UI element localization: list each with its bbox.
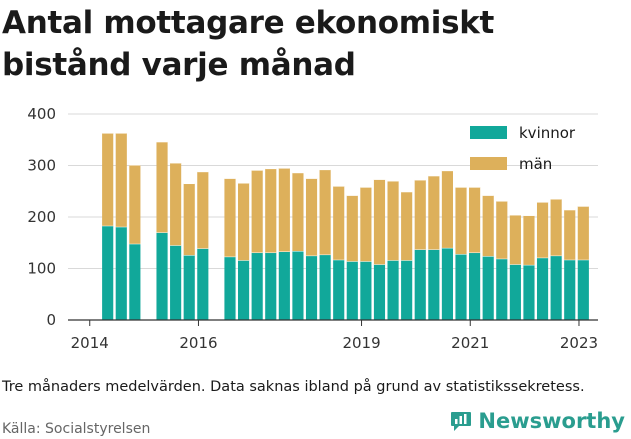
bars [102, 132, 589, 320]
footnote: Tre månaders medelvärden. Data saknas ib… [2, 379, 585, 395]
bar-män-17 [360, 187, 372, 262]
bar-män-19 [387, 180, 399, 261]
brand[interactable]: Newsworthy [450, 409, 625, 433]
bar-kvinnor-30 [536, 257, 549, 320]
bar-män-26 [482, 195, 494, 257]
bar-män-1 [115, 133, 127, 227]
bar-män-5 [183, 183, 195, 256]
bar-män-14 [319, 169, 331, 255]
bar-kvinnor-31 [550, 255, 562, 320]
bar-män-15 [333, 186, 345, 260]
y-axis: 0 100 200 300 400 [27, 105, 56, 329]
bar-kvinnor-0 [102, 225, 114, 320]
bar-kvinnor-28 [509, 264, 521, 320]
legend-swatch-män [470, 157, 507, 170]
bar-kvinnor-8 [238, 260, 250, 320]
bar-kvinnor-18 [373, 264, 386, 320]
bar-män-20 [401, 191, 413, 261]
bar-kvinnor-26 [482, 256, 494, 320]
bar-män-2 [129, 164, 141, 244]
x-tick-label: 2016 [179, 334, 217, 352]
bar-kvinnor-20 [401, 260, 413, 320]
bar-män-29 [523, 215, 535, 265]
bar-män-8 [238, 183, 250, 261]
bar-män-7 [224, 178, 236, 257]
y-tick-label: 200 [27, 208, 56, 226]
x-axis: 2014 2016 2019 2021 2023 [68, 319, 598, 352]
legend: kvinnor män [470, 124, 576, 173]
bar-kvinnor-9 [251, 252, 263, 320]
bar-män-10 [265, 168, 277, 253]
bar-män-24 [455, 187, 467, 255]
bar-män-23 [441, 170, 453, 248]
bar-kvinnor-29 [523, 264, 535, 320]
bar-kvinnor-25 [469, 252, 481, 320]
bar-kvinnor-23 [441, 247, 453, 320]
y-tick-label: 300 [27, 157, 56, 175]
bar-män-9 [251, 170, 263, 253]
bar-män-11 [278, 168, 290, 252]
y-tick-label: 100 [27, 260, 56, 278]
bar-män-0 [102, 133, 114, 226]
bar-män-33 [577, 206, 589, 260]
bar-kvinnor-4 [170, 245, 182, 320]
bar-män-28 [509, 214, 521, 265]
bar-män-30 [536, 202, 549, 258]
legend-label-män: män [519, 155, 552, 173]
bar-kvinnor-15 [333, 259, 345, 320]
bar-kvinnor-33 [577, 259, 589, 320]
brand-name: Newsworthy [478, 409, 625, 433]
bar-män-31 [550, 198, 562, 256]
bar-kvinnor-14 [319, 254, 331, 320]
bar-kvinnor-24 [455, 254, 467, 320]
bar-män-13 [305, 178, 318, 256]
bar-kvinnor-7 [224, 256, 236, 320]
bar-män-27 [496, 201, 508, 259]
bar-kvinnor-21 [414, 249, 426, 320]
legend-label-kvinnor: kvinnor [519, 124, 576, 142]
newsworthy-logo-icon [451, 412, 472, 431]
stacked-bar-chart: 0 100 200 300 400 2014 2016 2019 2021 2023 kvinn… [27, 105, 598, 352]
bar-män-4 [170, 162, 182, 246]
source-label: Källa: Socialstyrelsen [2, 421, 151, 437]
bar-män-3 [156, 141, 168, 233]
x-tick-label: 2023 [560, 334, 598, 352]
y-tick-label: 0 [46, 311, 56, 329]
gridlines [68, 113, 598, 269]
bar-män-32 [564, 209, 576, 260]
bar-män-25 [469, 187, 481, 253]
bar-kvinnor-12 [292, 250, 304, 320]
x-tick-label: 2019 [342, 334, 380, 352]
bar-män-16 [346, 195, 358, 262]
bar-kvinnor-32 [564, 259, 576, 320]
bar-kvinnor-17 [360, 261, 372, 320]
bar-män-18 [373, 179, 386, 265]
bar-män-22 [428, 175, 440, 250]
bar-kvinnor-5 [183, 255, 195, 320]
bar-kvinnor-22 [428, 249, 440, 320]
y-tick-label: 400 [27, 105, 56, 123]
bar-kvinnor-2 [129, 243, 141, 320]
chart-title: Antal mottagare ekonomiskt bistånd varje… [2, 5, 495, 83]
bar-män-6 [197, 171, 209, 249]
bar-män-12 [292, 172, 304, 251]
bar-kvinnor-19 [387, 260, 399, 320]
legend-swatch-kvinnor [470, 126, 507, 139]
bar-kvinnor-6 [197, 248, 209, 320]
bar-kvinnor-13 [305, 255, 318, 320]
bar-kvinnor-3 [156, 232, 168, 320]
bar-kvinnor-27 [496, 258, 508, 320]
bar-kvinnor-10 [265, 252, 277, 320]
x-tick-label: 2014 [71, 334, 109, 352]
bar-män-21 [414, 179, 426, 250]
bar-kvinnor-16 [346, 261, 358, 320]
bar-kvinnor-11 [278, 251, 290, 320]
bar-kvinnor-1 [115, 226, 127, 320]
x-tick-label: 2021 [451, 334, 489, 352]
